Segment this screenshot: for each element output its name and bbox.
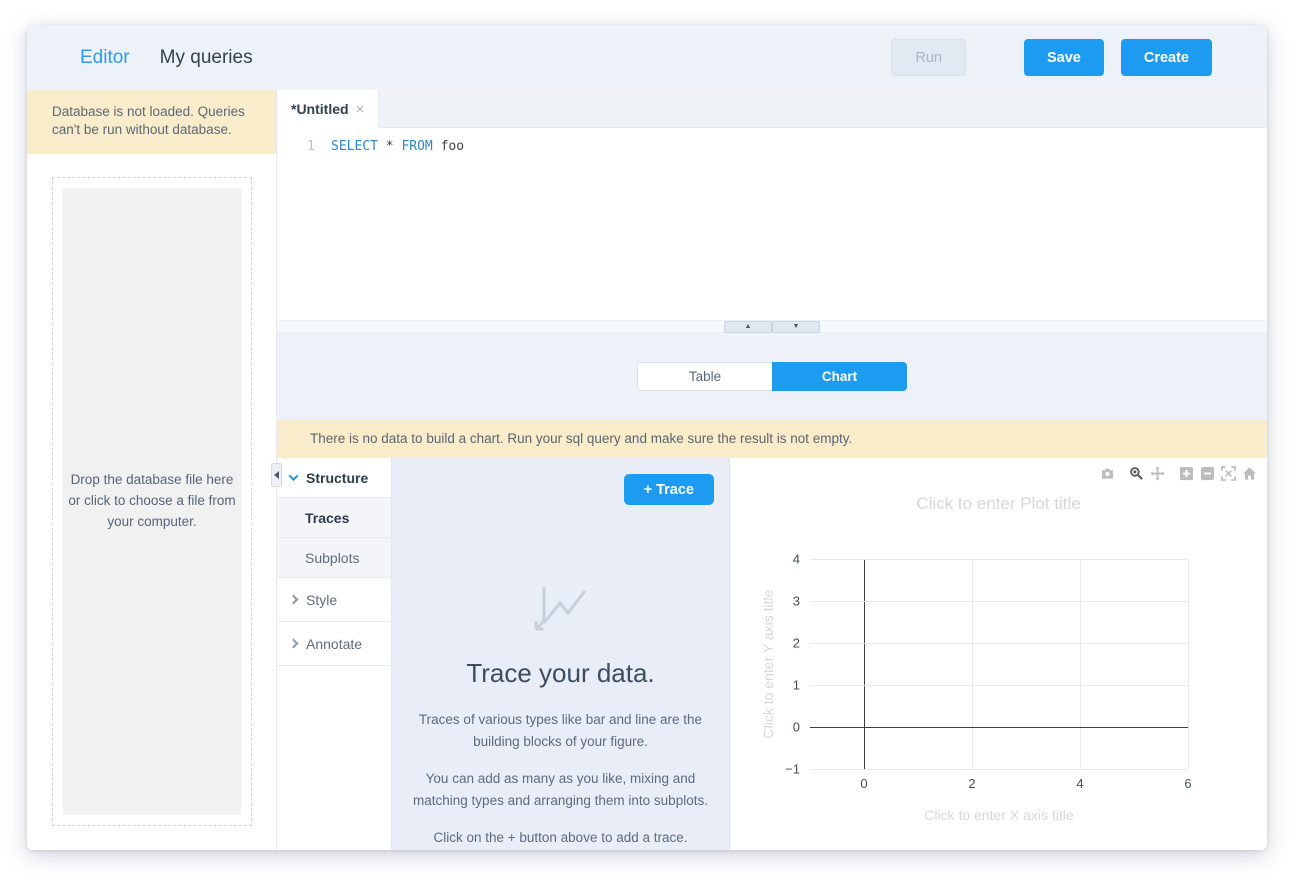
x-tick-label: 2 [968,776,976,791]
main-nav: Editor My queries [80,47,253,69]
plot-area[interactable]: Click to enter Y axis title Click to ent… [760,552,1192,824]
app-window: Editor My queries Run Save Create Databa… [27,25,1267,850]
x-axis-title-placeholder[interactable]: Click to enter X axis title [924,807,1074,823]
nav-item-annotate[interactable]: Annotate [277,622,391,666]
pan-icon[interactable] [1150,466,1165,481]
line-number: 1 [307,139,315,154]
sql-keyword-select: SELECT [331,139,378,154]
x-gridline [1080,559,1081,769]
nav-item-subplots[interactable]: Subplots [277,538,391,578]
sql-editor[interactable]: 1 SELECT * FROM foo [277,128,1267,320]
x-gridline [1188,559,1189,769]
database-sidebar: Database is not loaded. Queries can't be… [27,90,277,850]
tab-label: *Untitled [291,101,349,117]
y-axis-title-placeholder[interactable]: Click to enter Y axis title [760,589,776,739]
dropzone-text: Drop the database file here or click to … [68,472,236,530]
chart-view-button[interactable]: Chart [772,362,907,391]
database-dropzone[interactable]: Drop the database file here or click to … [52,177,252,826]
trace-button-row: + Trace [392,458,729,505]
collapse-up-button[interactable]: ▲ [724,321,772,333]
nav-label-subplots: Subplots [305,549,360,566]
nav-item-structure[interactable]: Structure [277,458,391,498]
trace-paragraph-2: You can add as many as you like, mixing … [413,771,708,808]
zoom-out-icon[interactable] [1200,466,1215,481]
nav-label-traces: Traces [305,509,350,526]
zoom-icon[interactable] [1129,466,1144,481]
trace-heading: Trace your data. [466,658,655,688]
chevron-right-icon [288,638,299,649]
chevron-right-icon [288,594,299,605]
chart-editor: Structure Traces Subplots Style Annota [271,458,1267,850]
sidebar-collapse-handle[interactable] [271,463,282,487]
app-header: Editor My queries Run Save Create [27,25,1267,90]
nav-item-style[interactable]: Style [277,578,391,622]
y-tick-label: 4 [792,551,800,567]
create-button[interactable]: Create [1120,39,1212,76]
nav-item-traces[interactable]: Traces [277,498,391,538]
line-chart-icon [406,583,715,640]
splitter-buttons: ▲ ▼ [724,321,820,333]
y-tick-label: 0 [792,719,800,735]
sql-code-line: 1 SELECT * FROM foo [277,137,1267,157]
editor-result-splitter[interactable]: ▲ ▼ [277,320,1267,333]
plot-panel: Click to enter Plot title Click to enter… [730,458,1267,850]
trace-panel: + Trace Trace your data. Trace [392,458,730,850]
triangle-left-icon [274,471,279,479]
y-gridline [810,559,1188,560]
database-dropzone-inner[interactable]: Drop the database file here or click to … [63,188,241,815]
chart-editor-nav: Structure Traces Subplots Style Annota [277,458,392,850]
y-tick-label: 2 [792,635,800,651]
chevron-down-icon [288,471,299,482]
result-view-section: Table Chart [277,333,1267,420]
x-gridline [972,559,973,769]
tab-close-icon[interactable]: × [355,100,365,118]
sql-code: SELECT * FROM foo [331,137,464,157]
x-tick-label: 0 [860,776,868,791]
nav-editor[interactable]: Editor [80,46,130,68]
main-area: *Untitled × 1 SELECT * FROM foo ▲ ▼ Tabl… [271,90,1267,850]
add-trace-button[interactable]: + Trace [623,474,714,505]
tab-untitled[interactable]: *Untitled × [277,90,380,128]
trace-paragraph-3: Click on the + button above to add a tra… [433,830,688,846]
save-button[interactable]: Save [1023,39,1104,76]
y-tick-label: 3 [792,593,800,609]
table-view-button[interactable]: Table [637,362,772,391]
header-actions: Run Save Create [891,39,1212,76]
x-zeroline [864,559,865,769]
result-view-toggle: Table Chart [637,362,907,391]
sql-identifier: foo [440,139,465,154]
autoscale-icon[interactable] [1221,466,1236,481]
query-tabbar: *Untitled × [277,90,1267,128]
no-data-warning: There is no data to build a chart. Run y… [277,420,1267,458]
x-tick-label: 6 [1184,776,1192,791]
database-warning: Database is not loaded. Queries can't be… [27,90,276,155]
sql-keyword-from: FROM [401,139,433,154]
trace-empty-state: Trace your data. Traces of various types… [392,583,729,850]
collapse-down-button[interactable]: ▼ [772,321,820,333]
zoom-in-icon[interactable] [1179,466,1194,481]
y-gridline [810,601,1188,602]
nav-label-annotate: Annotate [306,635,363,652]
nav-label-structure: Structure [306,469,369,486]
run-button[interactable]: Run [891,39,966,76]
reset-axes-icon[interactable] [1242,466,1257,481]
nav-my-queries[interactable]: My queries [159,46,253,68]
trace-paragraph-1: Traces of various types like bar and lin… [418,712,703,749]
app-body: Database is not loaded. Queries can't be… [27,90,1267,850]
y-zeroline [810,727,1188,728]
nav-label-style: Style [306,591,338,608]
triangle-down-icon: ▼ [792,323,800,330]
plot-title-placeholder[interactable]: Click to enter Plot title [916,494,1081,513]
y-tick-label: 1 [792,677,800,693]
sql-star: * [385,139,394,154]
y-gridline [810,643,1188,644]
x-tick-label: 4 [1076,776,1084,791]
y-gridline [810,769,1188,770]
camera-icon[interactable] [1100,466,1115,481]
y-gridline [810,685,1188,686]
y-tick-label: −1 [785,761,800,777]
plot-modebar [1100,466,1257,481]
triangle-up-icon: ▲ [744,323,752,330]
